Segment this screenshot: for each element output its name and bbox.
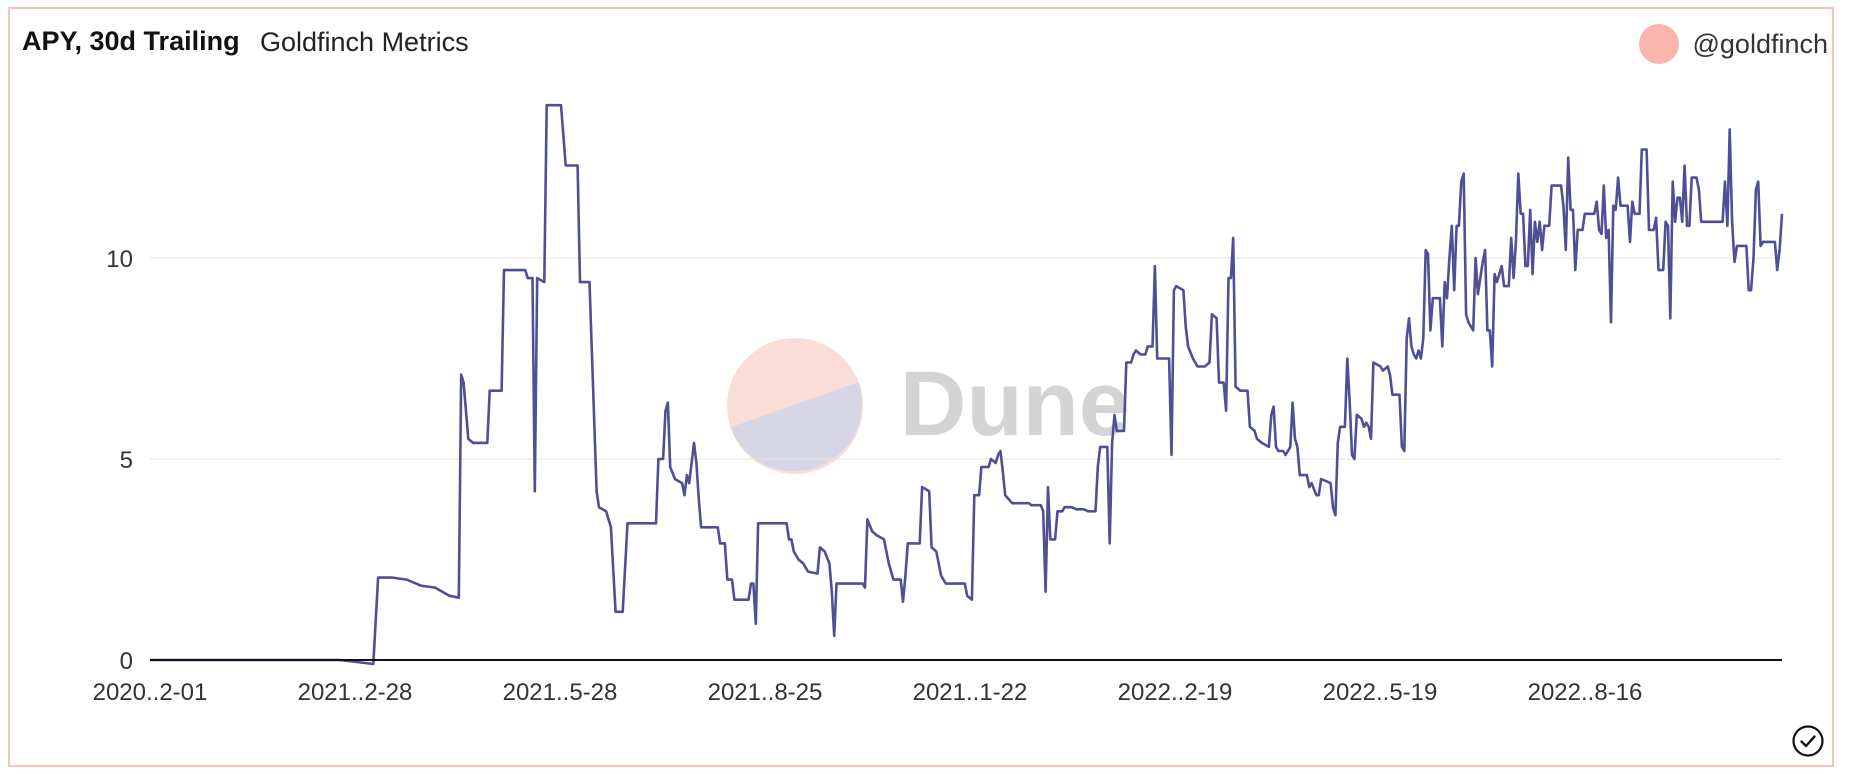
chart-header: APY, 30d Trailing Goldfinch Metrics @gol… [22,24,1828,64]
apy-series-line [150,103,1784,666]
y-tick-label: 0 [120,648,133,675]
x-tick-label: 2022..2-19 [1118,679,1233,706]
author-badge[interactable]: @goldfinch [1638,24,1829,64]
dune-watermark-text: Dune [900,353,1130,455]
author-name[interactable]: @goldfinch [1692,28,1829,59]
chart-card [8,7,1834,767]
x-tick-label: 2021..2-28 [298,679,413,706]
dune-watermark [727,338,863,474]
author-avatar [1638,24,1679,64]
dashboard-name[interactable]: Goldfinch Metrics [260,27,469,57]
x-tick-label: 2022..8-16 [1528,679,1643,706]
chart-title: APY, 30d Trailing [22,26,240,56]
x-tick-label: 2020..2-01 [93,679,208,706]
y-tick-label: 10 [106,246,133,273]
y-tick-label: 5 [120,447,133,474]
x-tick-label: 2022..5-19 [1323,679,1438,706]
x-tick-label: 2021..5-28 [503,679,618,706]
check-circle-icon[interactable] [1791,724,1825,758]
x-tick-label: 2021..8-25 [708,679,823,706]
dune-logo-bottom [730,382,863,472]
x-tick-label: 2021..1-22 [913,679,1028,706]
